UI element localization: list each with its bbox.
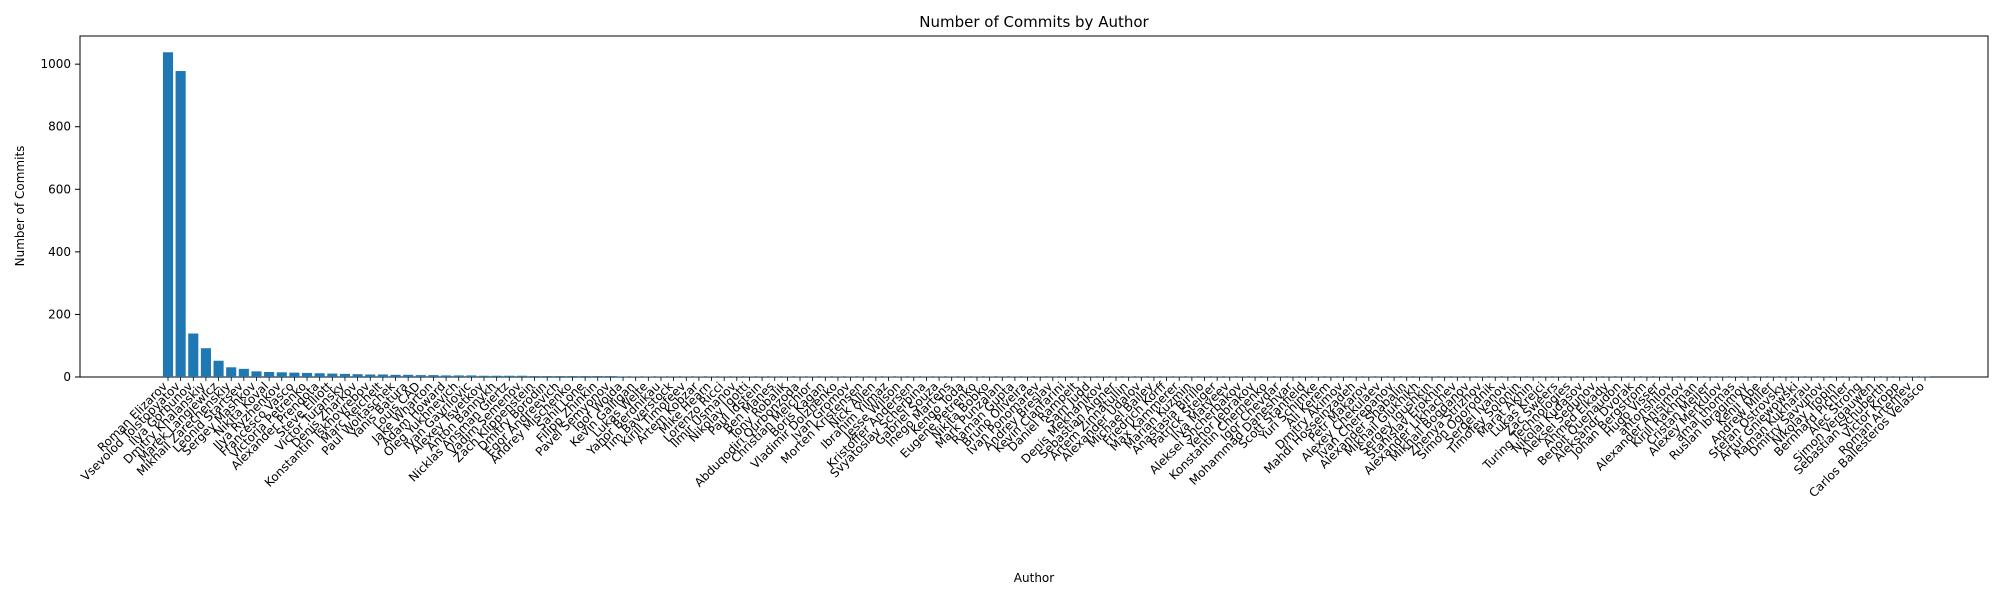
bar [530,376,540,377]
bar [239,369,249,377]
bar [669,376,679,377]
bar [201,348,211,377]
bar [656,376,666,377]
bar [567,376,577,377]
bar [631,376,641,377]
bar [289,373,299,377]
bar [214,361,224,377]
bar [277,372,287,377]
bar [732,376,742,377]
bar [694,376,704,377]
bar [492,376,502,377]
bar [403,375,413,377]
bar [504,376,514,377]
bar [441,375,451,377]
x-axis-label: Author [1014,571,1054,585]
plot-area-frame [80,36,1988,377]
bar [618,376,628,377]
y-tick-label: 1000 [40,57,71,71]
bar [542,376,552,377]
y-axis-label: Number of Commits [13,146,27,267]
bar [479,376,489,377]
bar [719,376,729,377]
bar [315,373,325,377]
bar [378,374,388,377]
bar [251,371,261,377]
y-axis: 0 200 400 600 800 1000 [40,57,80,384]
bar [593,376,603,377]
bar [226,367,236,377]
bar [706,376,716,377]
bar [428,375,438,377]
bar [757,376,767,377]
bar [365,374,375,377]
bar [643,376,653,377]
bar [580,376,590,377]
bar [264,372,274,377]
bar [390,375,400,377]
y-tick-label: 0 [63,370,71,384]
bar [454,375,464,377]
bar [302,373,312,377]
bar-series [163,52,1930,377]
bar [605,376,615,377]
bar [555,376,565,377]
y-tick-label: 200 [48,307,71,321]
bar [466,375,476,377]
y-tick-label: 800 [48,120,71,134]
y-tick-label: 600 [48,182,71,196]
bar [416,375,426,377]
bar [340,374,350,377]
bar [744,376,754,377]
bar [327,374,337,377]
bar [176,71,186,377]
bar [353,374,363,377]
bar [681,376,691,377]
chart-title: Number of Commits by Author [919,13,1149,31]
bar [517,376,527,377]
bar [163,52,173,377]
bar [188,334,198,377]
y-tick-label: 400 [48,245,71,259]
